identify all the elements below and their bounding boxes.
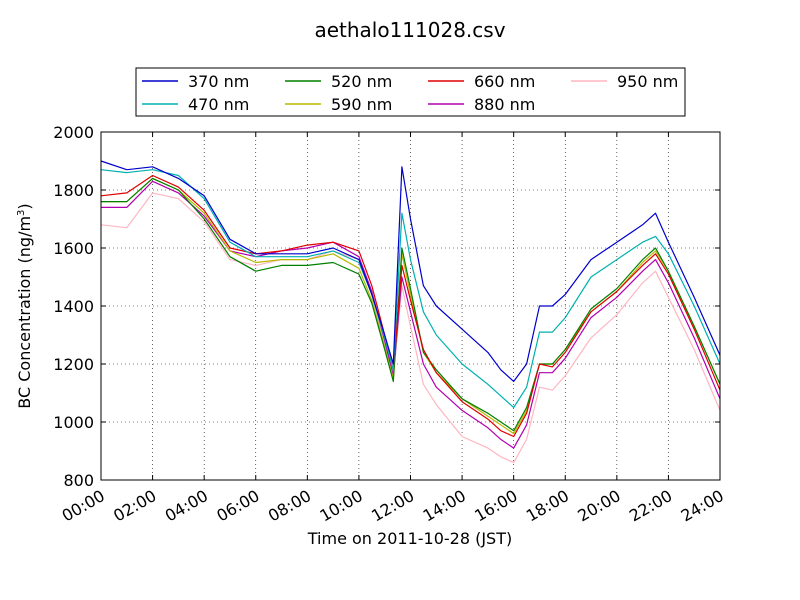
legend-label: 660 nm [474,72,535,91]
y-tick-label: 1800 [53,181,94,200]
plot-area [101,132,720,480]
y-tick-label: 800 [63,471,94,490]
y-tick-label: 1400 [53,297,94,316]
legend-label: 520 nm [331,72,392,91]
y-axis-label-close: ) [15,203,34,209]
series-line-520-nm [101,177,721,432]
chart-title: aethalo111028.csv [314,18,505,42]
legend-label: 590 nm [331,95,392,114]
series-line-660-nm [100,174,721,438]
series-line-370-nm [100,160,721,382]
legend: 370 nm 470 nm 520 nm 590 nm 660 nm 880 nm 950 … [135,67,686,117]
legend-label: 880 nm [474,95,535,114]
y-tick-label: 1000 [53,413,94,432]
series-line-880-nm [101,180,721,449]
y-axis-label: BC Concentration (ng/m3) [15,203,34,408]
y-axis-label-main: BC Concentration (ng/m [15,216,34,409]
series-line-470-nm [100,169,721,409]
legend-label: 470 nm [188,95,249,114]
y-tick-label: 2000 [53,123,94,142]
y-tick-label: 1600 [53,239,94,258]
y-axis-label-superscript: 3 [16,210,27,216]
legend-label: 950 nm [617,72,678,91]
legend-box [135,67,686,117]
x-axis-label: Time on 2011-10-28 (JST) [307,529,512,548]
y-tick-label: 1200 [53,355,94,374]
legend-label: 370 nm [188,72,249,91]
series-lines [100,160,721,464]
